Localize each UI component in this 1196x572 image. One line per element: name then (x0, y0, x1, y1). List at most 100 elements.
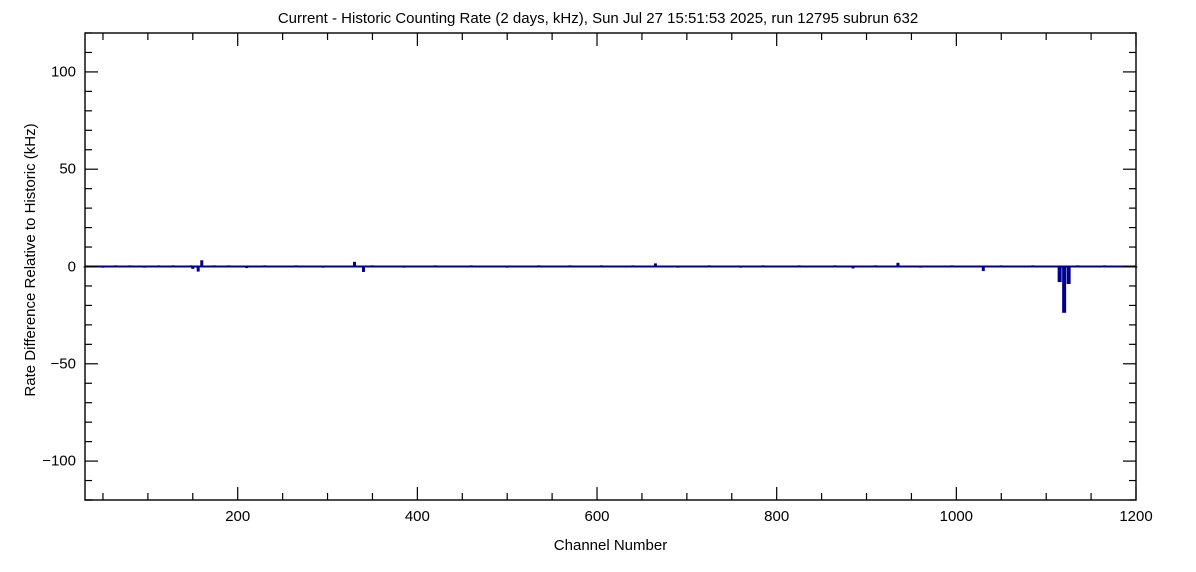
data-bar (153, 266, 157, 268)
data-bar (752, 266, 756, 268)
data-bar (1057, 266, 1062, 283)
data-bar (173, 265, 177, 267)
data-bar (203, 266, 207, 268)
data-bar (200, 260, 204, 267)
data-bar (196, 266, 200, 272)
data-bar (123, 265, 127, 267)
data-bar (873, 265, 877, 267)
data-bar (357, 265, 361, 267)
data-bar (108, 265, 112, 267)
data-bar (963, 265, 967, 267)
data-bar (402, 266, 406, 268)
data-bar (965, 265, 969, 267)
data-bar (236, 266, 240, 268)
data-bar (815, 266, 819, 268)
data-bar (550, 266, 554, 268)
x-tick-label: 1200 (1119, 508, 1153, 525)
data-bar (198, 265, 202, 267)
data-bar (429, 266, 433, 268)
data-bar (968, 266, 972, 268)
data-bar (851, 266, 855, 269)
data-bar (187, 265, 191, 267)
data-bar (272, 266, 276, 268)
data-bar (193, 266, 197, 268)
data-bar (229, 265, 233, 267)
data-bar (117, 266, 121, 268)
data-bar (101, 266, 105, 268)
data-bar (223, 266, 227, 268)
data-bar (1049, 265, 1053, 267)
data-bar (1116, 265, 1120, 267)
data-bar (667, 265, 671, 267)
data-bar (532, 266, 536, 268)
data-bar (631, 265, 635, 267)
data-bar (600, 265, 604, 267)
data-bar (716, 266, 720, 268)
data-bar (1040, 265, 1044, 267)
data-bar (139, 266, 143, 268)
y-tick-label: −100 (42, 452, 76, 470)
x-tick-label: 1000 (939, 508, 974, 525)
data-bar (838, 265, 842, 267)
data-bar (860, 265, 864, 267)
data-bar (182, 265, 186, 267)
data-bar (194, 265, 198, 267)
data-bar (191, 266, 195, 269)
data-bar (221, 265, 225, 267)
data-bar (927, 265, 931, 267)
data-bar (176, 265, 180, 267)
data-bar (1004, 265, 1008, 267)
data-bar (649, 266, 653, 268)
data-bar (676, 266, 680, 268)
data-bar (811, 265, 815, 267)
data-bar (249, 265, 253, 267)
data-bar (487, 265, 491, 267)
data-bar (185, 266, 189, 268)
data-bar (1094, 266, 1098, 268)
data-bar (658, 265, 662, 267)
data-bar (617, 265, 621, 267)
data-bar (882, 265, 886, 267)
axes-group (84, 32, 1137, 501)
data-bar (330, 266, 334, 268)
data-bar (160, 265, 164, 267)
data-bar (321, 266, 325, 268)
data-bar (169, 266, 173, 268)
data-bar (644, 265, 648, 267)
data-bar (290, 266, 294, 268)
data-bar (209, 266, 213, 268)
data-bar (132, 266, 136, 268)
data-bar (126, 266, 130, 268)
data-bar (501, 265, 505, 267)
y-tick-label: 100 (50, 63, 76, 81)
data-bar (734, 265, 738, 267)
data-bar (1031, 265, 1035, 267)
data-bar (761, 265, 765, 267)
data-bar (1107, 266, 1111, 268)
data-bar (972, 265, 976, 267)
data-bar (379, 265, 383, 267)
data-bar (469, 265, 473, 267)
data-bar (312, 266, 316, 268)
data-bar (680, 265, 684, 267)
data-bar (739, 266, 743, 268)
data-bar (370, 265, 374, 267)
data-bar (568, 265, 572, 267)
data-bar (505, 266, 509, 268)
data-bar (254, 266, 258, 268)
data-bar (1050, 265, 1054, 267)
data-bar (788, 265, 792, 267)
data-bar (294, 265, 298, 267)
data-bar (388, 266, 392, 268)
data-bar (335, 266, 339, 268)
data-bar (896, 262, 900, 267)
data-bar (725, 265, 729, 267)
data-bar (438, 266, 442, 268)
data-bar (1066, 266, 1071, 285)
data-bar (802, 266, 806, 268)
data-bar (397, 265, 401, 267)
data-bar (640, 265, 644, 267)
x-tick-label: 800 (764, 508, 790, 525)
data-bar (986, 265, 990, 267)
data-bar (514, 266, 518, 268)
